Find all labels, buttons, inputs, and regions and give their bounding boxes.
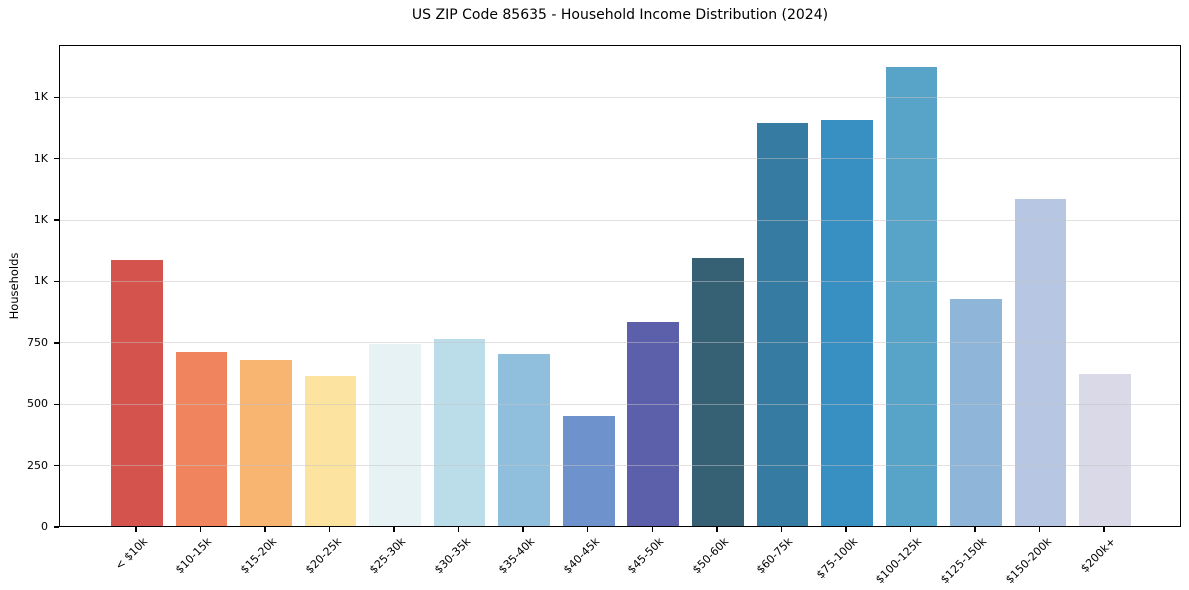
y-tick-label: 1K xyxy=(33,274,48,288)
y-tick-label: 750 xyxy=(27,335,48,349)
x-tick-mark xyxy=(587,527,589,532)
y-tick-label: 1K xyxy=(33,151,48,165)
y-tick-mark xyxy=(54,219,59,221)
bar-50-60k xyxy=(692,258,744,526)
gridline xyxy=(60,342,1180,344)
x-tick-mark xyxy=(651,527,653,532)
bar-25-30k xyxy=(369,344,421,526)
x-tick-label: $30-35k xyxy=(431,535,473,577)
y-tick-label: 1K xyxy=(33,213,48,227)
chart-title: US ZIP Code 85635 - Household Income Dis… xyxy=(411,7,829,23)
plot-area xyxy=(59,45,1181,527)
gridline xyxy=(60,465,1180,467)
x-tick-label: $200k+ xyxy=(1078,535,1119,576)
x-tick-label: $20-25k xyxy=(302,535,344,577)
x-tick-mark xyxy=(780,527,783,532)
x-tick-label: $15-20k xyxy=(237,535,280,577)
x-tick-mark xyxy=(909,527,912,532)
y-tick-mark xyxy=(54,403,59,405)
x-tick-mark xyxy=(328,527,331,532)
gridline xyxy=(60,96,1180,98)
gridline xyxy=(60,280,1180,282)
bar-35-40k xyxy=(498,354,550,526)
x-tick-mark xyxy=(393,527,395,532)
y-tick-mark xyxy=(54,280,59,283)
x-tick-mark xyxy=(974,527,976,532)
x-tick-label: $125-150k xyxy=(938,535,990,587)
bar-20-25k xyxy=(304,376,357,526)
x-tick-mark xyxy=(264,527,266,532)
y-tick-mark xyxy=(54,464,59,467)
y-tick-mark xyxy=(54,157,59,160)
x-tick-label: $35-40k xyxy=(496,535,538,577)
x-tick-label: < $10k xyxy=(112,535,151,573)
x-tick-label: $40-45k xyxy=(560,535,602,577)
x-tick-label: $25-30k xyxy=(366,535,409,577)
bar-150-200k xyxy=(1014,199,1067,526)
y-tick-mark xyxy=(54,96,59,98)
y-tick-label: 1K xyxy=(33,90,48,104)
bar-10-15k xyxy=(175,351,228,526)
x-tick-label: $150-200k xyxy=(1002,535,1054,587)
y-tick-label: 250 xyxy=(27,458,48,472)
bar-60-75k xyxy=(756,123,809,526)
x-tick-mark xyxy=(716,527,718,532)
bar-15-20k xyxy=(240,360,292,526)
x-tick-label: $45-50k xyxy=(625,535,667,577)
y-tick-mark xyxy=(54,342,59,344)
x-tick-mark xyxy=(522,527,524,532)
x-tick-mark xyxy=(199,527,202,532)
x-tick-label: $50-60k xyxy=(689,535,732,577)
x-tick-label: $100-125k xyxy=(873,535,925,587)
x-tick-mark xyxy=(1103,527,1105,532)
bar-30-35k xyxy=(433,339,486,526)
y-tick-mark xyxy=(54,526,59,528)
y-tick-label: 0 xyxy=(41,520,48,533)
bar-200k+ xyxy=(1079,373,1131,526)
x-tick-label: $75-100k xyxy=(813,535,861,582)
bar-125-150k xyxy=(950,298,1002,526)
gridline xyxy=(60,403,1180,405)
x-tick-mark xyxy=(845,527,847,532)
x-tick-mark xyxy=(135,527,137,532)
gridline xyxy=(60,158,1180,160)
bar-100-125k xyxy=(885,66,938,526)
x-tick-mark xyxy=(1038,527,1041,532)
x-tick-label: $10-15k xyxy=(173,535,215,577)
x-tick-label: $60-75k xyxy=(754,535,796,577)
y-tick-label: 500 xyxy=(27,397,48,411)
bar-10k xyxy=(111,259,163,526)
bar-45-50k xyxy=(627,322,680,526)
x-tick-mark xyxy=(457,527,460,532)
bar-40-45k xyxy=(562,415,615,526)
bar-75-100k xyxy=(821,119,873,526)
gridline xyxy=(60,219,1180,221)
